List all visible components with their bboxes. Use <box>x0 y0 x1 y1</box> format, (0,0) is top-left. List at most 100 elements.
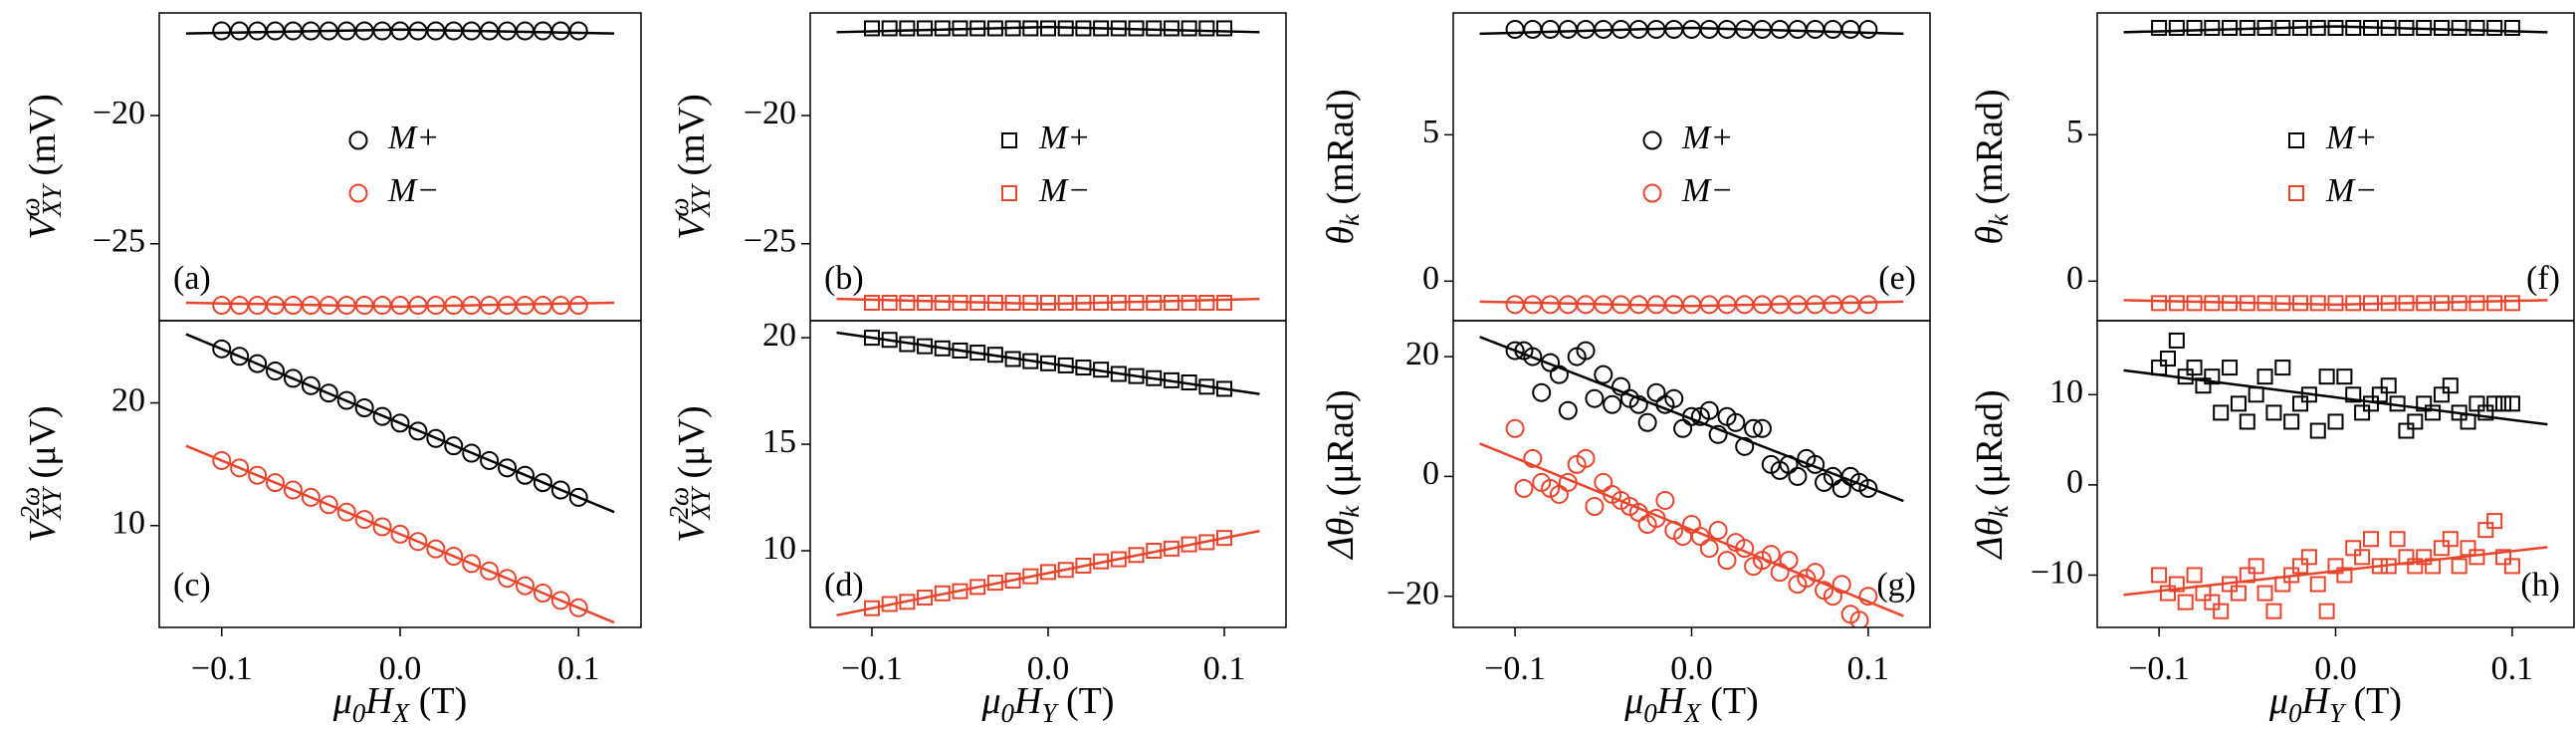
marker <box>1858 478 1878 498</box>
marker <box>348 130 368 150</box>
marker <box>2159 351 2176 367</box>
legend-label: M+ <box>2325 120 2377 156</box>
label-part: Y <box>2329 698 2347 728</box>
marker <box>2213 404 2230 421</box>
x-tick-label: −0.1 <box>2128 650 2190 687</box>
panel-label: (d) <box>824 567 864 604</box>
marker <box>1075 557 1092 574</box>
label-part: H <box>1013 680 1044 722</box>
marker <box>2256 368 2273 385</box>
marker <box>2265 603 2282 619</box>
x-tick-label: 0.0 <box>2314 650 2357 687</box>
label-part: H <box>2301 680 2332 722</box>
marker <box>952 20 968 37</box>
marker <box>348 183 368 203</box>
marker <box>2469 395 2485 412</box>
marker <box>1628 394 1648 414</box>
marker <box>1849 610 1869 627</box>
marker <box>2248 386 2264 403</box>
marker <box>1523 295 1543 315</box>
marker <box>1779 551 1799 571</box>
label-part: Δθ <box>1969 518 2011 561</box>
marker <box>1585 388 1605 408</box>
marker <box>1585 496 1605 516</box>
marker <box>1831 478 1851 498</box>
marker <box>568 296 588 316</box>
marker <box>498 569 518 589</box>
marker <box>899 594 916 610</box>
y-axis-title: VωXY (mV) <box>664 94 716 240</box>
marker <box>2345 540 2362 557</box>
marker <box>2407 558 2424 575</box>
marker <box>1505 341 1525 361</box>
label-part: 0 <box>352 698 366 728</box>
label-part: V <box>671 213 713 240</box>
label-part: Y <box>1041 698 1059 728</box>
marker <box>2309 19 2326 36</box>
y-tick-label: 10 <box>762 530 796 567</box>
marker <box>2495 549 2512 566</box>
label-part: V <box>22 516 64 543</box>
marker <box>2168 19 2185 36</box>
marker <box>1001 132 1017 148</box>
marker <box>1708 521 1728 541</box>
label-part: 2ω <box>15 487 45 520</box>
label-part: X <box>1683 698 1702 728</box>
y-tick-label: −20 <box>93 95 145 131</box>
marker <box>1110 365 1127 382</box>
marker <box>2239 295 2255 312</box>
marker <box>408 421 428 441</box>
frame <box>158 320 642 628</box>
marker <box>2318 368 2335 385</box>
marker <box>1110 551 1127 568</box>
y-tick-label: −25 <box>744 223 796 260</box>
marker <box>248 354 268 373</box>
marker <box>1022 294 1039 311</box>
marker <box>372 406 392 426</box>
marker <box>2389 395 2406 412</box>
frame <box>2096 320 2575 628</box>
marker <box>2486 513 2503 530</box>
legend-label: M+ <box>1681 120 1733 156</box>
label-part: ω <box>15 197 45 216</box>
marker <box>283 480 303 500</box>
marker <box>2503 558 2520 575</box>
marker <box>1673 418 1693 438</box>
x-tick-label: 0.0 <box>1027 650 1070 687</box>
label-part: V <box>22 213 64 240</box>
fit-line <box>2123 25 2548 34</box>
marker <box>1216 20 1233 37</box>
marker <box>2495 395 2512 412</box>
legend-label: M− <box>387 172 439 209</box>
marker <box>2204 368 2221 385</box>
marker <box>230 458 250 478</box>
marker <box>2425 404 2442 421</box>
marker <box>1603 394 1622 414</box>
marker <box>2168 295 2185 312</box>
marker <box>1628 503 1648 522</box>
marker <box>480 450 500 470</box>
marker <box>1717 551 1737 571</box>
marker <box>863 294 880 311</box>
marker <box>2345 295 2362 312</box>
marker <box>2389 531 2406 548</box>
marker <box>1163 20 1180 37</box>
marker <box>1181 20 1197 37</box>
marker <box>2300 549 2317 566</box>
marker <box>2300 386 2317 403</box>
label-part: XY <box>37 485 67 520</box>
label-part: k <box>1984 505 2014 518</box>
marker <box>2222 295 2239 312</box>
marker <box>2151 567 2168 584</box>
x-tick-label: 0.0 <box>1670 650 1713 687</box>
marker <box>1858 295 1878 315</box>
marker <box>1788 19 1808 39</box>
marker <box>2416 295 2433 312</box>
marker <box>2416 549 2433 566</box>
marker <box>934 294 951 311</box>
marker <box>2354 549 2371 566</box>
panel-label: (g) <box>1876 567 1916 604</box>
marker <box>2204 19 2221 36</box>
marker <box>2345 386 2362 403</box>
